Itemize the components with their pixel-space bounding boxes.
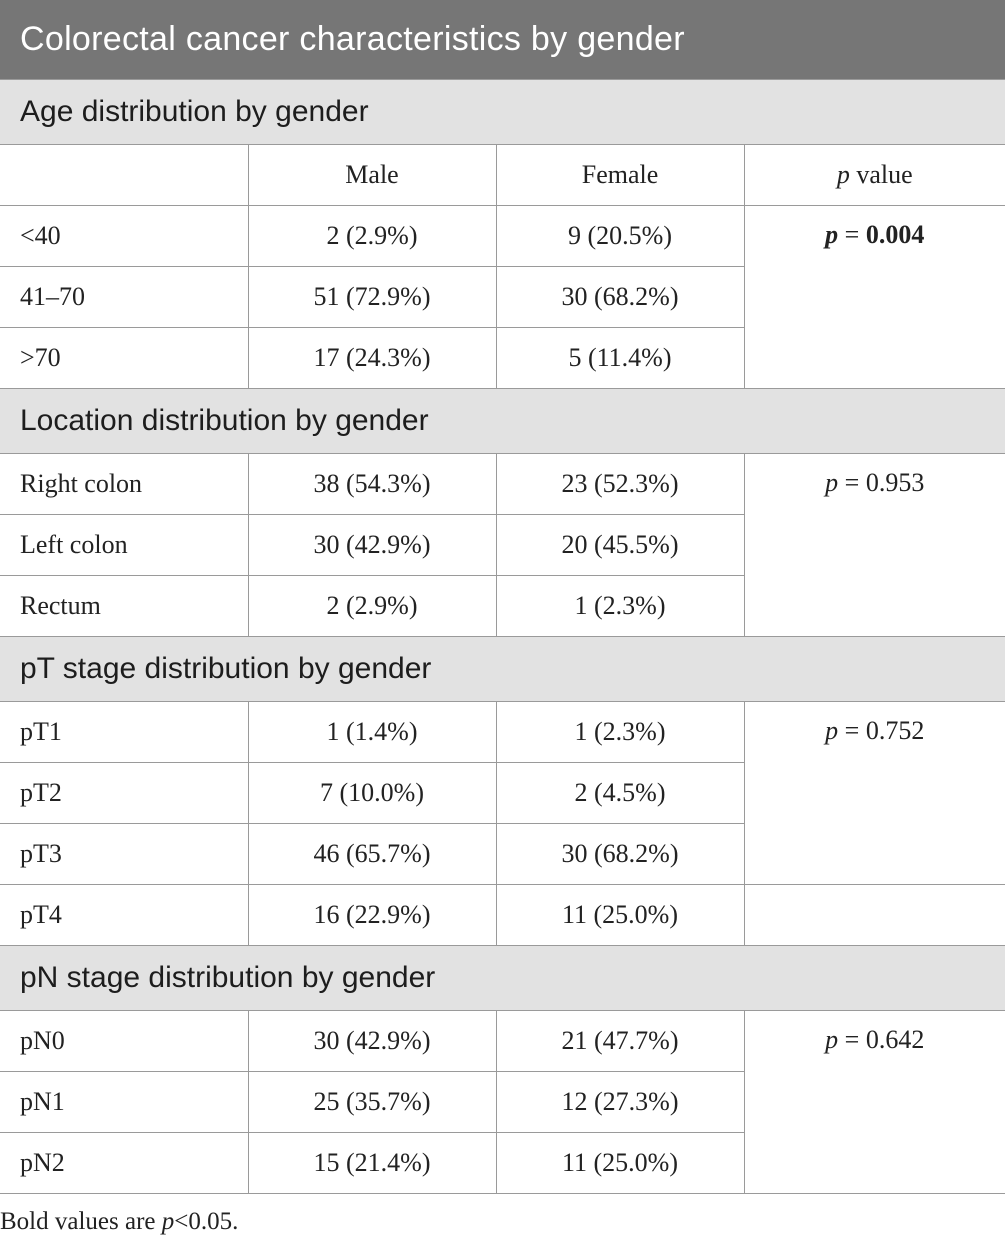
footnote-prefix: Bold values are [0, 1208, 162, 1235]
female-value: 9 (20.5%) [495, 205, 745, 267]
p-value-cell: p = 0.642 [743, 1010, 1005, 1194]
characteristics-table: Age distribution by gender Male Female p… [0, 79, 1005, 1194]
row-label: 41–70 [0, 266, 249, 328]
p-value-cell: p = 0.953 [743, 453, 1005, 637]
header-male: Male [247, 144, 497, 206]
table-row: pN1 25 (35.7%) 12 (27.3%) [0, 1071, 1005, 1133]
header-p-symbol: p [836, 160, 850, 189]
female-value: 20 (45.5%) [495, 514, 744, 576]
table-row: Right colon 38 (54.3%) 23 (52.3%) p = 0.… [0, 453, 1005, 637]
p-value: 0.004 [865, 220, 925, 249]
row-label: pT2 [0, 762, 249, 824]
female-value: 21 (47.7%) [495, 1010, 745, 1072]
row-label: pT3 [0, 823, 249, 885]
header-blank-cell [0, 144, 249, 206]
male-value: 15 (21.4%) [247, 1132, 497, 1194]
table-title: Colorectal cancer characteristics by gen… [0, 0, 1005, 79]
male-value: 46 (65.7%) [247, 823, 497, 885]
row-label: >70 [0, 327, 249, 389]
p-value: 0.752 [865, 716, 925, 745]
table-row: pT4 16 (22.9%) 11 (25.0%) [0, 884, 1005, 946]
p-equals: = [838, 716, 866, 745]
table-row: Rectum 2 (2.9%) 1 (2.3%) [0, 575, 1005, 637]
p-symbol: p [825, 1025, 839, 1054]
female-value: 30 (68.2%) [495, 266, 744, 328]
footnote-p-symbol: p [161, 1208, 175, 1235]
header-female: Female [495, 144, 745, 206]
row-label: Right colon [0, 453, 249, 515]
p-value: 0.953 [865, 468, 925, 497]
table-row: >70 17 (24.3%) 5 (11.4%) [0, 327, 1005, 389]
male-value: 2 (2.9%) [247, 575, 497, 637]
section-heading: Age distribution by gender [0, 79, 1005, 145]
female-value: 23 (52.3%) [495, 453, 745, 515]
male-value: 38 (54.3%) [247, 453, 497, 515]
table-row: pN0 30 (42.9%) 21 (47.7%) p = 0.642 [0, 1010, 1005, 1194]
p-equals: = [838, 220, 866, 249]
table-row: pT1 1 (1.4%) 1 (2.3%) p = 0.752 [0, 701, 1005, 885]
male-value: 7 (10.0%) [247, 762, 497, 824]
p-equals: = [838, 1025, 866, 1054]
table-row: pT3 46 (65.7%) 30 (68.2%) [0, 823, 1005, 885]
column-header-row: Male Female p value [0, 144, 1005, 206]
p-value-cell: p = 0.004 [743, 205, 1005, 389]
row-label: pN2 [0, 1132, 249, 1194]
footnote: Bold values are p<0.05. [0, 1208, 238, 1236]
table-row: pT2 7 (10.0%) 2 (4.5%) [0, 762, 1005, 824]
female-value: 12 (27.3%) [495, 1071, 744, 1133]
section-heading: pN stage distribution by gender [0, 945, 1005, 1011]
female-value: 11 (25.0%) [495, 884, 745, 946]
male-value: 16 (22.9%) [247, 884, 497, 946]
p-symbol: p [825, 716, 839, 745]
header-p-text: value [849, 160, 913, 189]
row-label: pT1 [0, 701, 249, 763]
row-label: pN0 [0, 1010, 249, 1072]
section-heading-row: Location distribution by gender [0, 388, 1005, 454]
row-label: Left colon [0, 514, 249, 576]
p-value: 0.642 [865, 1025, 925, 1054]
female-value: 1 (2.3%) [495, 701, 745, 763]
table-row: pN2 15 (21.4%) 11 (25.0%) [0, 1132, 1005, 1194]
header-p-value: p value [743, 144, 1005, 206]
male-value: 30 (42.9%) [247, 514, 497, 576]
female-value: 5 (11.4%) [495, 327, 744, 389]
female-value: 11 (25.0%) [495, 1132, 744, 1194]
p-value-cell: p = 0.752 [743, 701, 1005, 885]
male-value: 2 (2.9%) [247, 205, 497, 267]
male-value: 17 (24.3%) [247, 327, 497, 389]
section-heading-row: Age distribution by gender [0, 79, 1005, 145]
row-label: <40 [0, 205, 249, 267]
footnote-suffix: <0.05. [174, 1208, 239, 1235]
male-value: 1 (1.4%) [247, 701, 497, 763]
p-symbol: p [825, 468, 839, 497]
female-value: 1 (2.3%) [495, 575, 744, 637]
table-row: <40 2 (2.9%) 9 (20.5%) p = 0.004 [0, 205, 1005, 389]
female-value: 2 (4.5%) [495, 762, 744, 824]
row-label: pT4 [0, 884, 249, 946]
empty-p-cell [743, 884, 1005, 946]
male-value: 25 (35.7%) [247, 1071, 497, 1133]
section-heading-row: pT stage distribution by gender [0, 636, 1005, 702]
female-value: 30 (68.2%) [495, 823, 744, 885]
p-symbol: p [825, 220, 839, 249]
p-equals: = [838, 468, 866, 497]
male-value: 30 (42.9%) [247, 1010, 497, 1072]
row-label: pN1 [0, 1071, 249, 1133]
table-row: 41–70 51 (72.9%) 30 (68.2%) [0, 266, 1005, 328]
male-value: 51 (72.9%) [247, 266, 497, 328]
section-heading: Location distribution by gender [0, 388, 1005, 454]
section-heading-row: pN stage distribution by gender [0, 945, 1005, 1011]
row-label: Rectum [0, 575, 249, 637]
section-heading: pT stage distribution by gender [0, 636, 1005, 702]
